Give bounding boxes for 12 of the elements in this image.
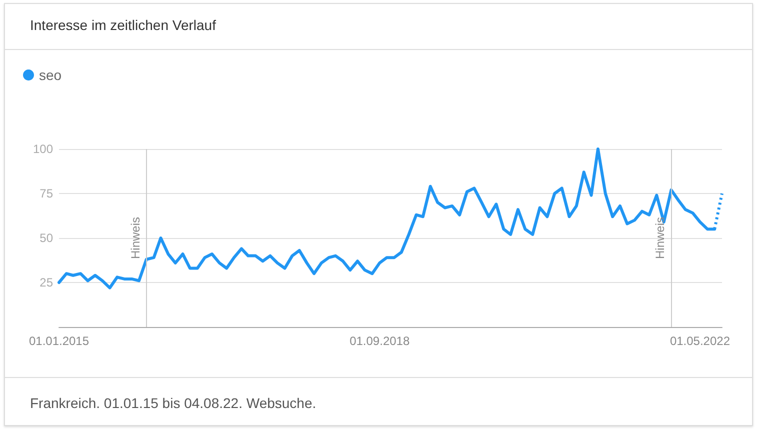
y-tick-label: 100 (32, 142, 54, 156)
ref-line-label: Hinweis (653, 216, 668, 260)
ref-line-label: Hinweis (128, 216, 142, 260)
x-tick-label: 01.01.2015 (28, 334, 90, 348)
text: Frankreich. 01.01.15 bis 04.08.22. Websuche. (30, 395, 316, 411)
chart-title: Interesse im zeitlichen Verlauf (30, 17, 216, 33)
x-tick-label: 01.05.2022 (670, 334, 730, 348)
legend-label: seo (39, 67, 62, 83)
y-tick-label: 50 (40, 231, 54, 245)
x-tick-label: 01.09.2018 (350, 334, 410, 348)
y-tick-label: 25 (40, 276, 54, 290)
y-tick-label: 75 (40, 186, 54, 200)
